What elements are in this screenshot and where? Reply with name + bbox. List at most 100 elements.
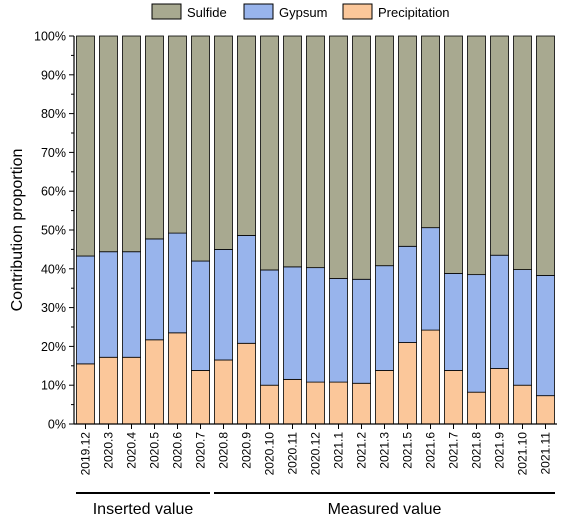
plot-area: 0% 10% 20% 30% 40% 50% 60% 70% 80% 90% 100% 2019.12… [34, 30, 557, 518]
bar-sulfide-2020.12 [306, 35, 325, 269]
x-tick-label: 2021.7 [447, 432, 461, 469]
bar-sulfide-2020.7 [191, 35, 210, 262]
bar-gypsum-2020.7 [191, 260, 210, 371]
bar-gypsum-2021.1 [329, 278, 348, 383]
bar-precipitation-2021.2 [352, 382, 371, 425]
bar-sulfide-2020.4 [122, 35, 141, 253]
y-axis-title: Contribution proportion [9, 149, 26, 312]
bar-precipitation-2019.12 [76, 363, 95, 425]
bar-precipitation-2021.3 [375, 370, 394, 425]
bar-gypsum-2021.2 [352, 278, 371, 384]
bar-gypsum-2021.10 [513, 269, 532, 386]
bar-sulfide-2021.7 [444, 35, 463, 274]
bar-precipitation-2021.7 [444, 370, 463, 425]
bar-gypsum-2021.6 [421, 227, 440, 331]
y-tick-label: 90% [41, 68, 66, 82]
group-label: Measured value [328, 501, 442, 518]
bar-gypsum-2020.10 [260, 269, 279, 386]
bar-sulfide-2020.5 [145, 35, 164, 240]
y-tick-label: 100% [34, 30, 66, 44]
bar-sulfide-2021.8 [467, 35, 486, 276]
x-tick-label: 2021.10 [516, 432, 530, 476]
x-tick-label: 2021.9 [493, 432, 507, 469]
x-tick-label: 2020.3 [102, 432, 116, 469]
x-tick-label: 2021.1 [332, 432, 346, 469]
y-tick-label: 30% [41, 301, 66, 315]
x-tick-label: 2020.5 [148, 432, 162, 469]
y-tick-label: 10% [41, 379, 66, 393]
bar-gypsum-2020.3 [99, 251, 118, 358]
bar-sulfide-2021.1 [329, 35, 348, 279]
bar-sulfide-2020.10 [260, 35, 279, 271]
bar-precipitation-2021.1 [329, 381, 348, 425]
bar-precipitation-2021.11 [536, 395, 555, 425]
bar-precipitation-2021.6 [421, 329, 440, 425]
x-tick-label: 2021.3 [378, 432, 392, 469]
bar-sulfide-2020.11 [283, 35, 302, 268]
bar-sulfide-2021.3 [375, 35, 394, 267]
bar-precipitation-2021.10 [513, 384, 532, 425]
bar-sulfide-2021.9 [490, 35, 509, 256]
legend-label-gypsum: Gypsum [279, 5, 327, 20]
bar-precipitation-2021.5 [398, 342, 417, 425]
bar-precipitation-2020.4 [122, 356, 141, 425]
bar-precipitation-2020.5 [145, 339, 164, 425]
bar-sulfide-2021.2 [352, 35, 371, 280]
bar-precipitation-2020.3 [99, 356, 118, 425]
y-tick-label: 80% [41, 107, 66, 121]
x-tick-label: 2020.7 [194, 432, 208, 469]
bar-sulfide-2021.5 [398, 35, 417, 247]
bar-sulfide-2021.10 [513, 35, 532, 270]
y-tick-label: 70% [41, 146, 66, 160]
bar-sulfide-2021.6 [421, 35, 440, 229]
bar-gypsum-2020.4 [122, 251, 141, 358]
bar-precipitation-2020.8 [214, 359, 233, 425]
bar-sulfide-2019.12 [76, 35, 95, 257]
bar-precipitation-2020.11 [283, 378, 302, 425]
y-tick-label: 20% [41, 340, 66, 354]
y-tick-label: 60% [41, 185, 66, 199]
x-tick-label: 2020.4 [125, 432, 139, 469]
bar-sulfide-2020.6 [168, 35, 187, 234]
bar-precipitation-2021.9 [490, 368, 509, 425]
legend: Sulfide Gypsum Precipitation [151, 3, 450, 20]
bar-gypsum-2021.3 [375, 265, 394, 371]
bar-gypsum-2021.11 [536, 274, 555, 397]
bar-gypsum-2020.12 [306, 267, 325, 383]
legend-label-sulfide: Sulfide [187, 5, 227, 20]
bar-gypsum-2020.5 [145, 238, 164, 341]
x-tick-label: 2020.10 [263, 432, 277, 476]
legend-swatch-gypsum [243, 3, 274, 20]
x-tick-label: 2020.6 [171, 432, 185, 469]
bar-gypsum-2020.8 [214, 248, 233, 361]
x-tick-label: 2021.5 [401, 432, 415, 469]
bar-gypsum-2021.8 [467, 274, 486, 393]
bar-gypsum-2020.9 [237, 235, 256, 344]
bar-gypsum-2020.6 [168, 232, 187, 334]
x-tick-label: 2020.9 [240, 432, 254, 469]
x-tick-label: 2021.6 [424, 432, 438, 469]
x-tick-label: 2020.8 [217, 432, 231, 469]
group-label: Inserted value [93, 501, 194, 518]
legend-label-precipitation: Precipitation [378, 5, 450, 20]
bar-gypsum-2021.5 [398, 245, 417, 343]
x-tick-label: 2020.11 [286, 432, 300, 475]
bar-precipitation-2020.9 [237, 342, 256, 425]
bar-precipitation-2020.10 [260, 384, 279, 425]
bar-gypsum-2021.7 [444, 273, 463, 371]
legend-swatch-sulfide [151, 3, 182, 20]
bar-sulfide-2020.3 [99, 35, 118, 253]
x-tick-label: 2020.12 [309, 432, 323, 476]
x-tick-label: 2021.2 [355, 432, 369, 469]
bar-precipitation-2021.8 [467, 391, 486, 425]
bar-sulfide-2020.9 [237, 35, 256, 236]
bar-gypsum-2019.12 [76, 255, 95, 365]
x-tick-label: 2021.8 [470, 432, 484, 469]
bar-precipitation-2020.6 [168, 332, 187, 425]
bar-precipitation-2020.7 [191, 370, 210, 425]
bar-precipitation-2020.12 [306, 381, 325, 425]
y-tick-label: 50% [41, 224, 66, 238]
bar-gypsum-2020.11 [283, 266, 302, 380]
bar-gypsum-2021.9 [490, 254, 509, 369]
